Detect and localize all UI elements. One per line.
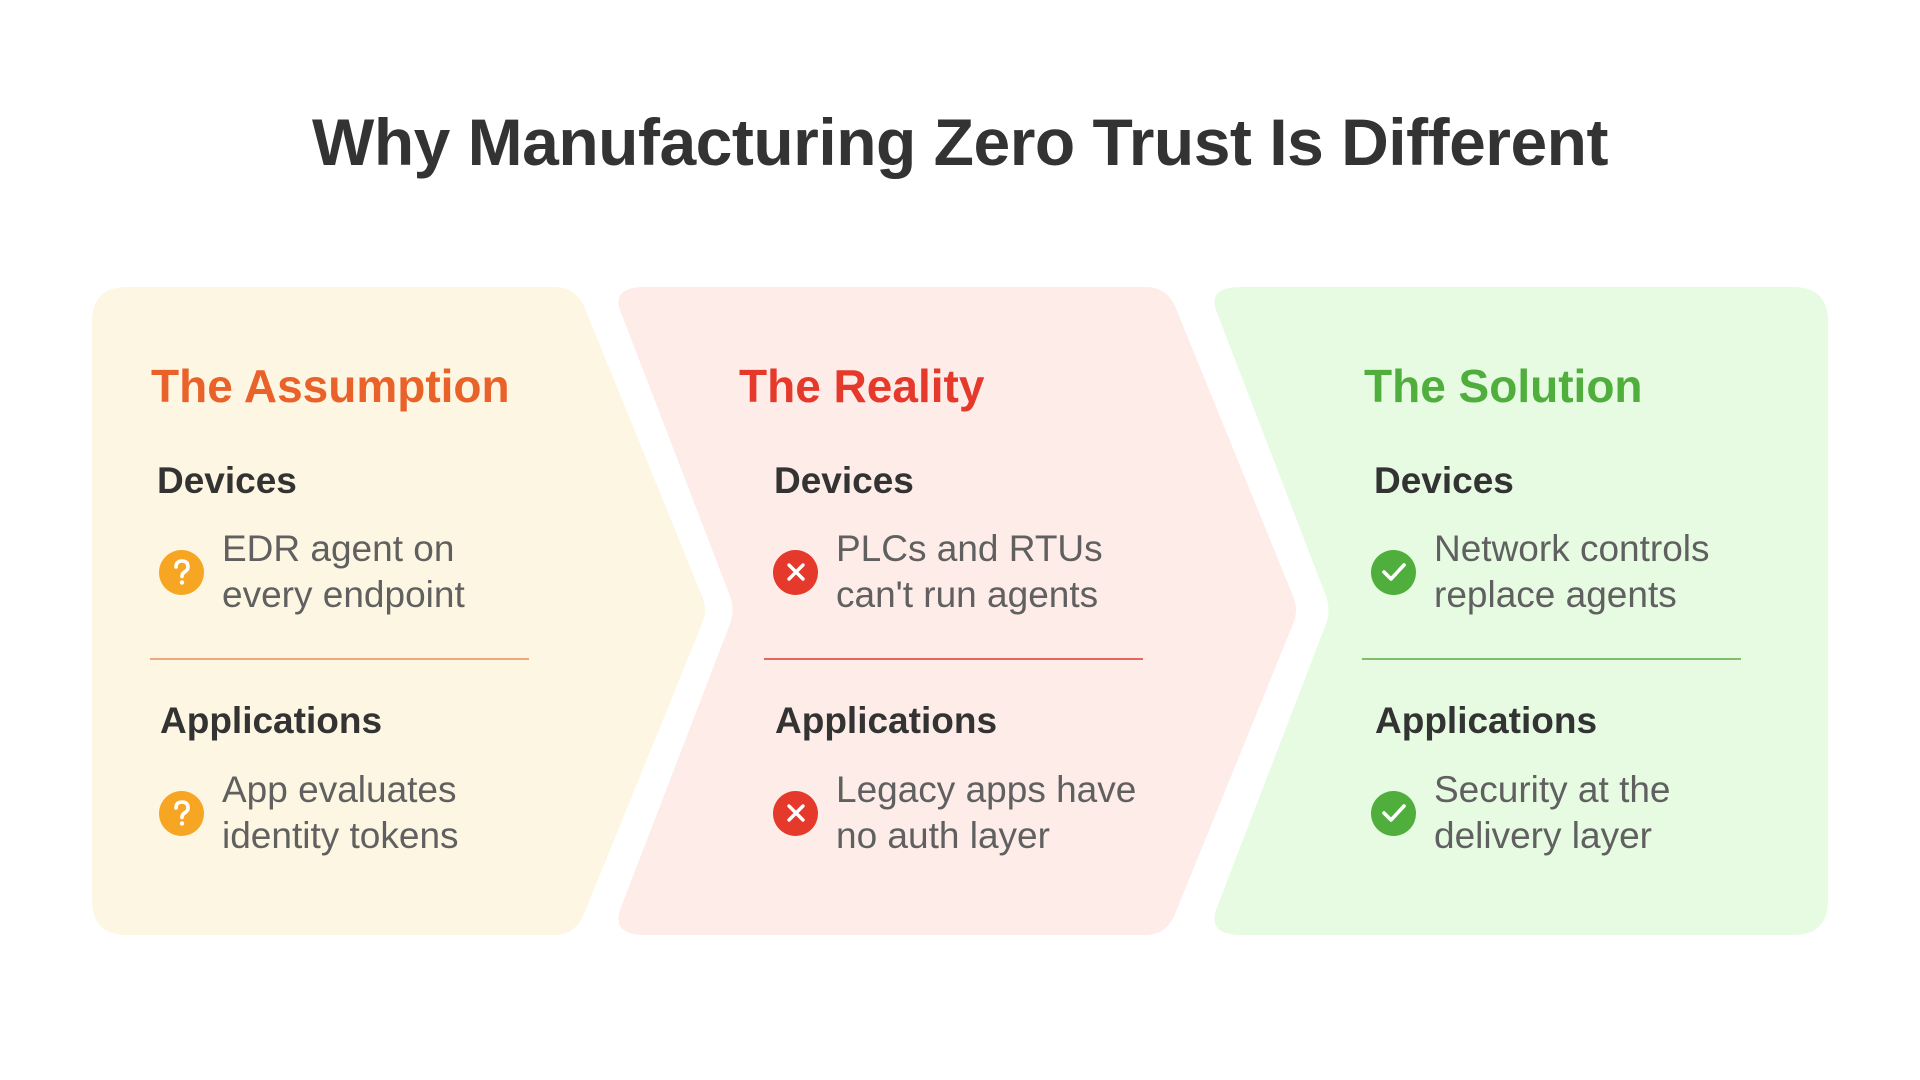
check-circle-icon (1371, 790, 1416, 836)
assumption-heading: The Assumption (151, 360, 510, 412)
x-circle-icon (773, 549, 818, 595)
solution-applications-item: Security at the delivery layer (1371, 767, 1671, 859)
solution-panel-shape (1214, 287, 1828, 935)
assumption-divider (150, 658, 529, 660)
solution-applications-text: Security at the delivery layer (1434, 769, 1671, 856)
reality-panel-shape (618, 287, 1296, 935)
reality-devices-label: Devices (774, 460, 914, 501)
solution-devices-text: Network controls replace agents (1434, 528, 1710, 615)
assumption-panel-shape (92, 287, 705, 935)
assumption-applications-text: App evaluates identity tokens (222, 769, 459, 856)
solution-devices-label: Devices (1374, 460, 1514, 501)
assumption-devices-label: Devices (157, 460, 297, 501)
check-circle-icon (1371, 549, 1416, 595)
assumption-devices-text: EDR agent on every endpoint (222, 528, 465, 615)
assumption-applications-label: Applications (160, 700, 383, 741)
assumption-devices-item: EDR agent on every endpoint (159, 526, 465, 618)
reality-devices-text: PLCs and RTUs can't run agents (836, 528, 1103, 615)
solution-divider (1362, 658, 1741, 660)
page-title: Why Manufacturing Zero Trust Is Differen… (312, 105, 1608, 179)
reality-heading: The Reality (739, 360, 985, 412)
reality-applications-item: Legacy apps have no auth layer (773, 767, 1136, 859)
reality-divider (764, 658, 1143, 660)
reality-devices-item: PLCs and RTUs can't run agents (773, 526, 1103, 618)
assumption-applications-item: App evaluates identity tokens (159, 767, 459, 859)
solution-heading: The Solution (1364, 360, 1643, 412)
reality-applications-label: Applications (775, 700, 998, 741)
reality-applications-text: Legacy apps have no auth layer (836, 769, 1137, 856)
x-circle-icon (773, 790, 818, 836)
question-circle-icon (159, 790, 204, 836)
solution-devices-item: Network controls replace agents (1371, 526, 1710, 618)
question-circle-icon (159, 549, 204, 595)
solution-applications-label: Applications (1375, 700, 1598, 741)
